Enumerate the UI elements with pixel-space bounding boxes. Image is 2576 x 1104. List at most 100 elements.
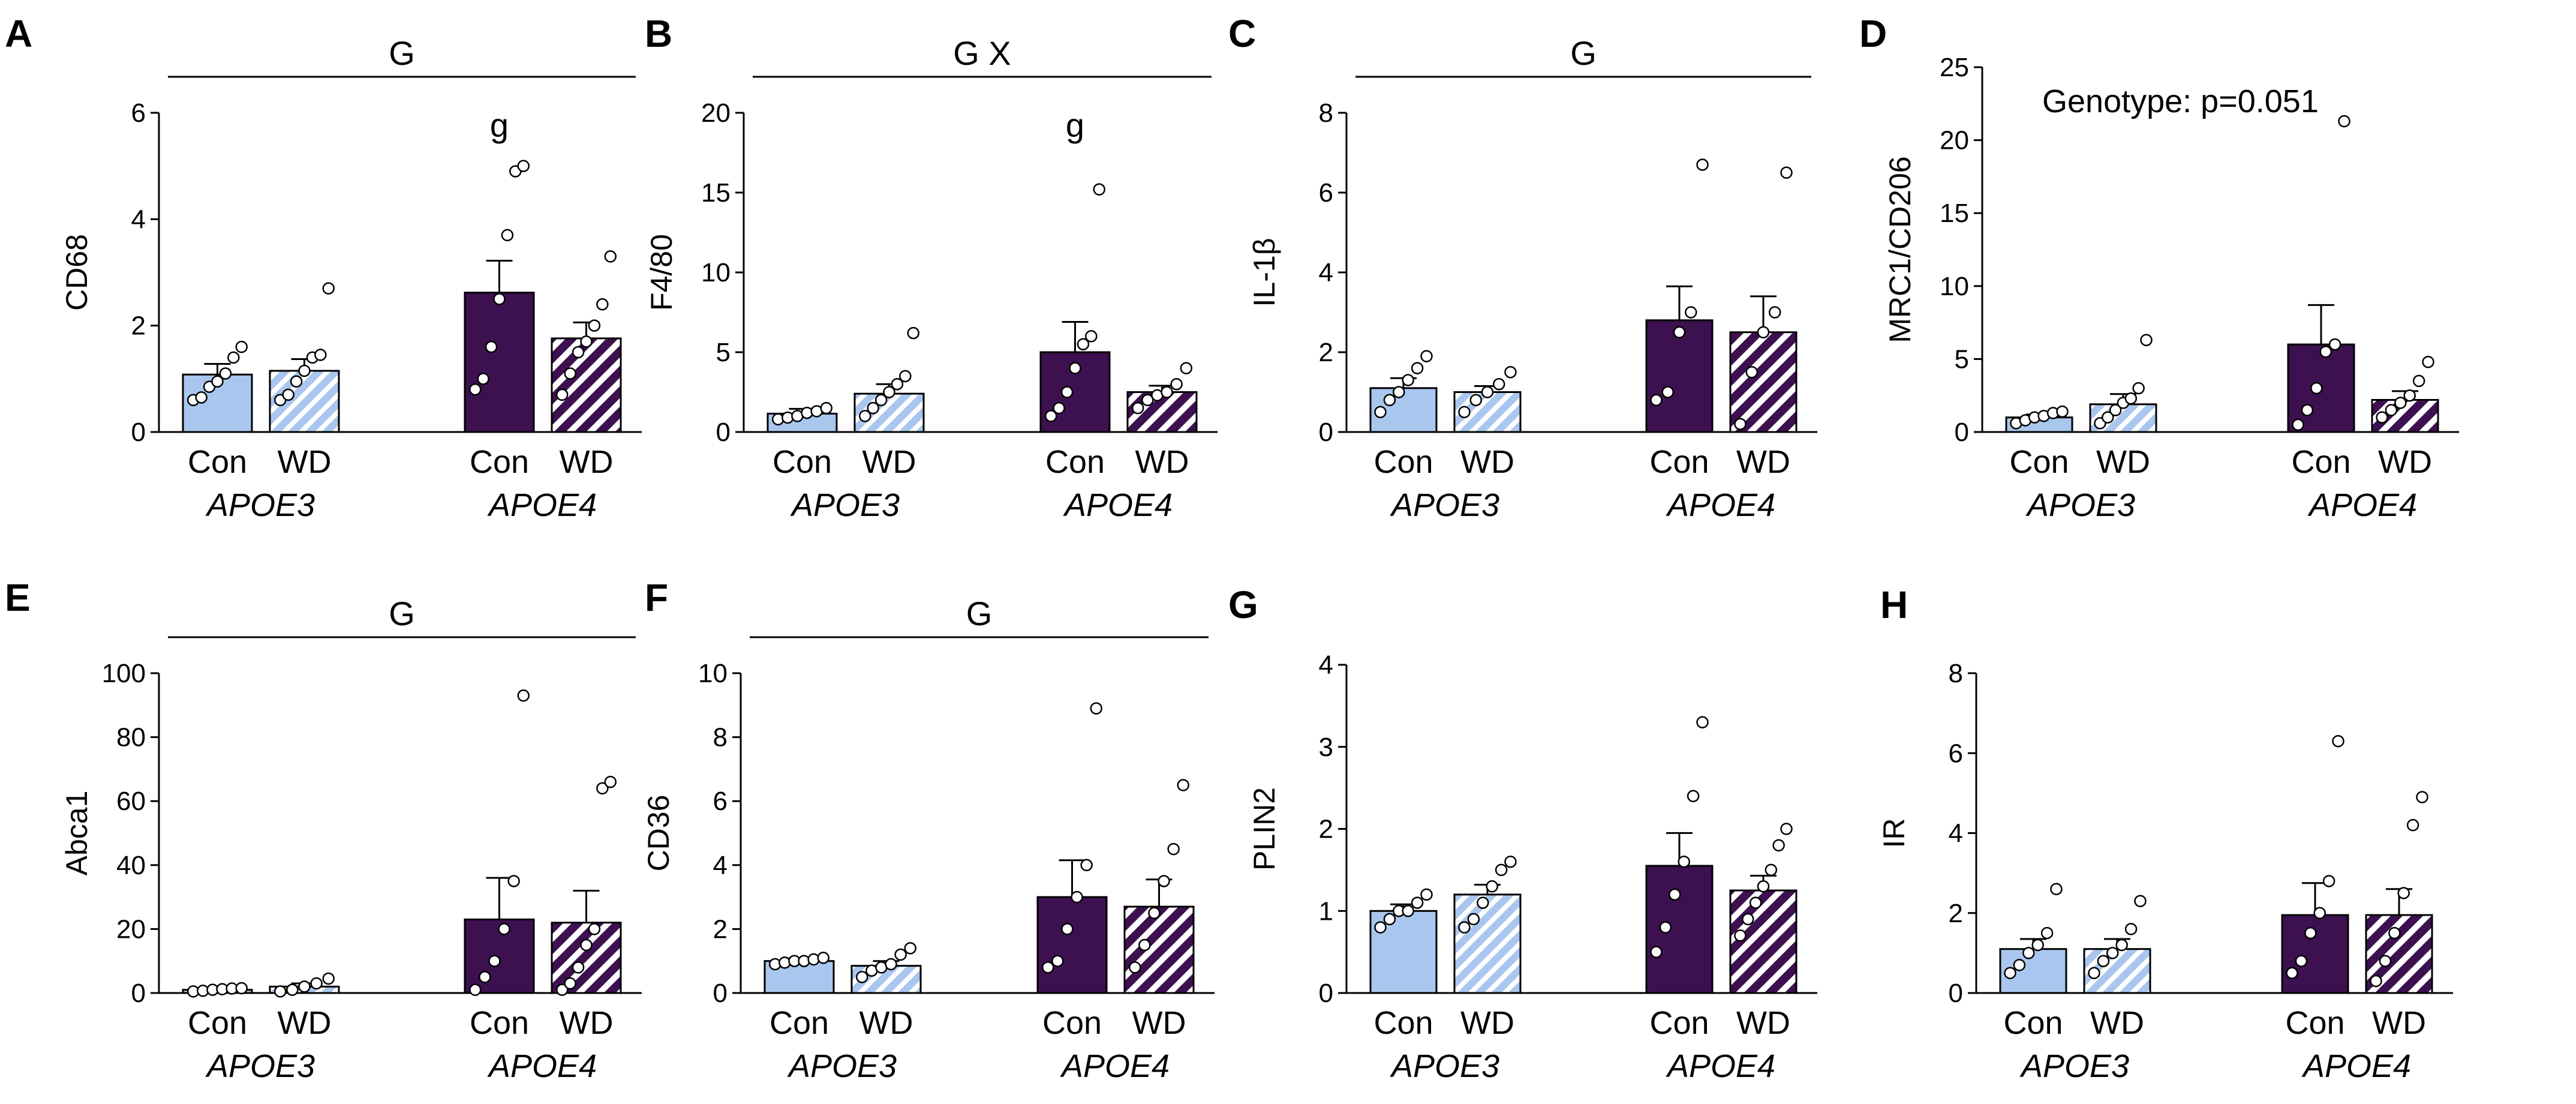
category-label: WD	[278, 444, 332, 480]
y-axis-label: IR	[1877, 818, 1911, 848]
y-tick-label: 8	[1949, 659, 1963, 688]
data-point	[2132, 382, 2145, 395]
data-point	[1757, 326, 1770, 338]
data-point	[274, 985, 287, 998]
data-point	[1071, 890, 1083, 904]
data-point	[1060, 386, 1074, 398]
data-point	[2322, 875, 2335, 887]
category-label: Con	[1042, 1005, 1102, 1041]
category-label: Con	[470, 1005, 529, 1041]
y-tick-label: 15	[701, 178, 731, 208]
data-point	[298, 980, 311, 993]
group-label-apoe3: APOE3	[1390, 1048, 1499, 1084]
data-point	[580, 938, 593, 952]
data-point	[2338, 115, 2350, 128]
panel-letter: H	[1880, 583, 1908, 626]
data-point	[564, 367, 576, 380]
category-label: WD	[1736, 444, 1790, 480]
y-tick-label: 0	[713, 979, 728, 1008]
data-point	[2031, 938, 2044, 952]
data-point	[1420, 350, 1433, 362]
y-tick-label: 0	[1955, 418, 1969, 447]
data-point	[1504, 855, 1517, 868]
data-point	[322, 972, 335, 985]
data-point	[856, 971, 868, 983]
data-point	[2412, 374, 2425, 388]
panel-letter: A	[5, 12, 32, 55]
data-point	[501, 229, 514, 242]
data-point	[1402, 374, 1414, 386]
data-point	[1661, 386, 1674, 398]
data-point	[885, 958, 897, 971]
group-label-apoe4: APOE4	[1063, 487, 1173, 523]
group-label-apoe3: APOE3	[1390, 487, 1499, 523]
data-point	[1696, 716, 1709, 728]
data-point	[2050, 883, 2063, 896]
y-tick-label: 10	[1940, 272, 1969, 301]
y-tick-label: 6	[1319, 178, 1333, 208]
data-point	[488, 955, 501, 967]
y-tick-label: 3	[1319, 733, 1333, 762]
y-tick-label: 0	[1319, 979, 1333, 1008]
bar-apoe4-wd	[1729, 331, 1798, 433]
group-label-apoe4: APOE4	[487, 1048, 597, 1084]
data-point	[1650, 394, 1663, 407]
data-point	[1469, 394, 1482, 407]
data-point	[556, 983, 569, 996]
data-point	[2328, 338, 2341, 351]
group-label-apoe3: APOE3	[2019, 1048, 2129, 1084]
data-point	[1477, 896, 1489, 909]
data-point	[211, 375, 224, 388]
data-point	[2397, 887, 2410, 899]
data-point	[2292, 418, 2304, 431]
data-point	[1402, 905, 1414, 917]
data-point	[1161, 386, 1173, 398]
y-tick-label: 20	[1940, 126, 1969, 155]
data-point	[286, 983, 299, 996]
data-point	[604, 250, 617, 263]
y-tick-label: 2	[1319, 338, 1333, 367]
panel-a: A 0 2 4 6 CD68 Con WD Con WD APOE3 APOE4 Gg	[5, 12, 642, 523]
category-label: Con	[1373, 444, 1433, 480]
y-tick-label: 6	[131, 98, 146, 128]
data-point	[1042, 961, 1054, 974]
data-point	[2109, 404, 2122, 416]
bar-apoe4-wd	[551, 337, 622, 433]
category-label: Con	[1373, 1005, 1433, 1041]
data-point	[507, 875, 520, 887]
data-point	[1141, 394, 1154, 407]
data-point	[588, 319, 601, 332]
data-point	[1383, 913, 1396, 926]
data-point	[1458, 406, 1471, 418]
y-tick-label: 6	[1949, 739, 1963, 768]
data-point	[572, 961, 585, 974]
data-point	[282, 388, 294, 401]
data-point	[235, 340, 248, 353]
y-tick-label: 25	[1940, 53, 1969, 82]
data-point	[1093, 183, 1105, 196]
bar-apoe3-con	[1369, 910, 1438, 994]
data-point	[1180, 362, 1192, 374]
data-point	[1734, 418, 1747, 430]
y-tick-label: 4	[713, 851, 728, 880]
panel-letter: C	[1228, 12, 1256, 55]
data-point	[817, 952, 829, 964]
data-point	[298, 364, 311, 377]
y-axis-label: F4/80	[645, 234, 678, 311]
data-point	[2332, 735, 2344, 748]
panel-letter: E	[5, 576, 31, 619]
data-point	[1411, 896, 1424, 909]
data-point	[2286, 967, 2298, 979]
y-tick-label: 4	[1319, 258, 1333, 287]
data-point	[2088, 967, 2100, 979]
category-label: Con	[1649, 444, 1709, 480]
data-point	[2422, 356, 2434, 368]
data-point	[1685, 306, 1697, 319]
panel-e: E 0 20 40 60 80 100 Abca1 Con WD Con WD APOE3 APOE4 G	[5, 576, 642, 1084]
y-tick-label: 8	[713, 723, 728, 752]
data-point	[2376, 411, 2388, 424]
category-label: WD	[859, 1005, 913, 1041]
category-label: WD	[2378, 444, 2432, 480]
data-point	[1069, 362, 1081, 374]
data-point	[477, 373, 489, 385]
